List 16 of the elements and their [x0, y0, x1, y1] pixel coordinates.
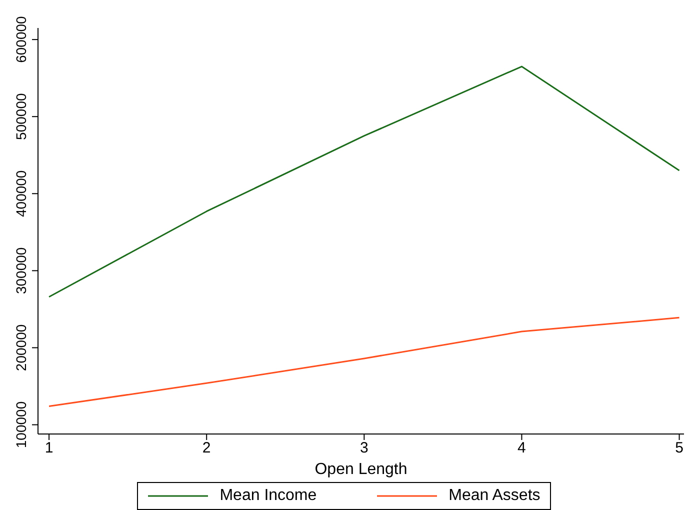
line-series: [48, 66, 680, 298]
y-tick-label: 500000: [13, 93, 29, 140]
x-tick-label: 1: [44, 440, 54, 457]
x-axis-title: Open Length: [314, 461, 408, 478]
y-tick-label: 400000: [13, 170, 29, 217]
y-tick-label: 600000: [13, 16, 29, 63]
x-tick-label: 4: [518, 440, 526, 457]
y-tick-label: 300000: [13, 247, 29, 294]
legend-label: Mean Assets: [448, 487, 540, 505]
x-tick-label: 5: [675, 440, 684, 457]
x-tick-label: 2: [202, 440, 211, 457]
y-tick-label: 100000: [13, 401, 29, 448]
y-tick-label: 200000: [13, 324, 29, 372]
legend-label: Mean Income: [218, 487, 317, 505]
x-tick-label: 3: [360, 440, 368, 457]
line-series: [48, 316, 680, 408]
